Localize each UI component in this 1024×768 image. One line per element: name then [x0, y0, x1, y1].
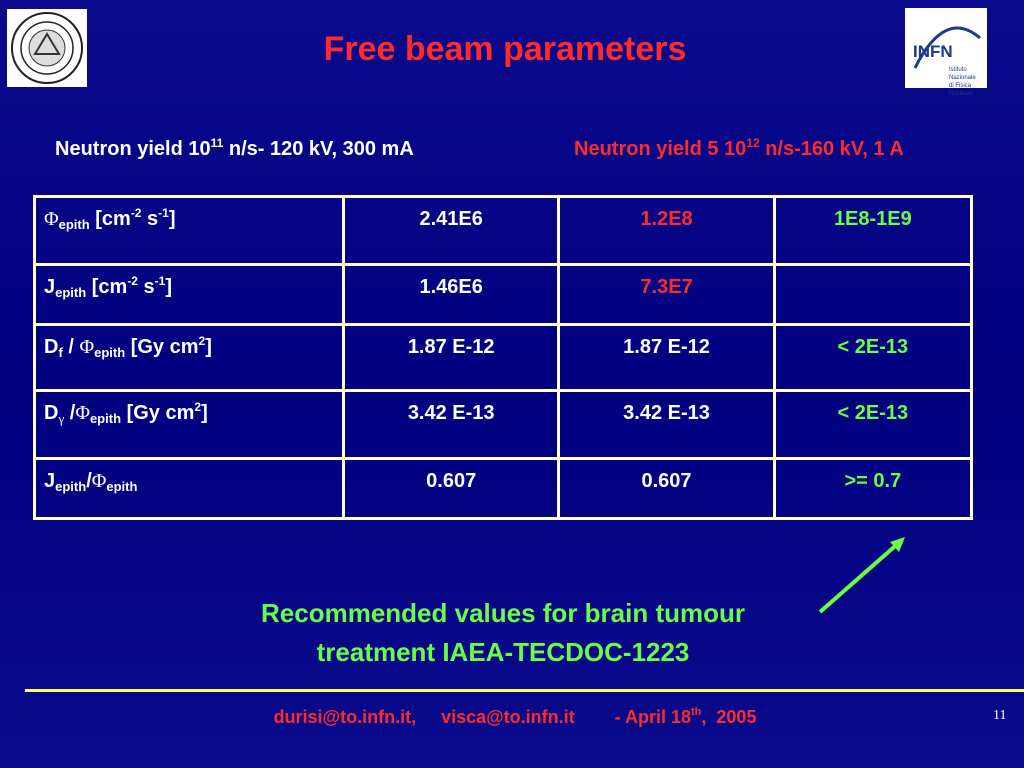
column-header: Neutron yield 1011 n/s- 120 kV, 300 mA — [55, 136, 414, 161]
text: Neutron yield 5 10 — [574, 138, 747, 160]
text: 2 — [198, 334, 206, 348]
exponent: 11 — [210, 136, 224, 150]
text: [cm — [89, 208, 131, 230]
row-label: Dγ /Φepith [Gy cm2] — [33, 389, 345, 460]
text: -2 — [127, 274, 138, 288]
text: f — [58, 345, 63, 360]
text: s — [141, 208, 159, 230]
university-seal — [7, 9, 87, 87]
logo-name: INFN — [913, 42, 953, 61]
cell: 7.3E7 — [557, 263, 776, 326]
row-label: Φepith [cm-2 s-1] — [33, 195, 345, 266]
text: durisi@to.infn.it, visca@to.infn.it - Ap… — [273, 707, 692, 727]
cell: >= 0.7 — [772, 457, 974, 520]
text: epith — [89, 411, 122, 426]
logo-arc — [913, 26, 981, 69]
text: J — [44, 276, 56, 298]
text: ] — [165, 276, 173, 298]
text: γ — [58, 411, 65, 426]
note-line: treatment IAEA-TECDOC-1223 — [316, 637, 690, 667]
text: Φ — [79, 336, 95, 358]
column-header: Neutron yield 5 1012 n/s-160 kV, 1 A — [574, 136, 904, 161]
logo-subtitle-line: Istituto Nazionale — [949, 67, 976, 81]
title: Free beam parameters — [323, 30, 687, 68]
logo-subtitle-line: di Fisica Nucleare — [949, 83, 974, 97]
row: Φepith [cm-2 s-1] 2.41E6 1.2E8 1E8-1E9 — [33, 195, 974, 266]
row: Jepith/Φepith 0.607 0.607 >= 0.7 — [33, 457, 974, 520]
text: / — [62, 336, 80, 358]
row-label: Df / Φepith [Gy cm2] — [33, 323, 345, 392]
text: Φ — [91, 470, 107, 492]
cell: 1.87 E-12 — [557, 323, 776, 392]
row: Dγ /Φepith [Gy cm2] 3.42 E-13 3.42 E-13 … — [33, 389, 974, 460]
text: epith — [55, 479, 87, 494]
text: -1 — [154, 274, 166, 288]
parameter-table: Φepith [cm-2 s-1] 2.41E6 1.2E8 1E8-1E9 J… — [33, 195, 974, 520]
text: s — [137, 276, 155, 298]
text: -2 — [130, 206, 142, 220]
text: Neutron yield 10 — [55, 138, 211, 160]
exponent: 12 — [746, 136, 760, 150]
cell: 0.607 — [557, 457, 776, 520]
cell: 1.46E6 — [341, 263, 561, 326]
text: ] — [168, 208, 176, 230]
text: th — [691, 706, 702, 718]
infn-logo: INFN Istituto Nazionale di Fisica Nuclea… — [905, 8, 987, 97]
note-line: Recommended values for brain tumour — [261, 598, 745, 628]
text: [cm — [86, 276, 128, 298]
text: ] — [205, 336, 212, 358]
text: D — [44, 402, 59, 424]
arrow — [818, 537, 905, 614]
text: epith — [106, 479, 138, 494]
text: epith — [94, 345, 126, 360]
text: D — [44, 336, 59, 358]
cell: 1.87 E-12 — [341, 323, 561, 392]
text: [Gy cm — [121, 402, 195, 424]
text: epith — [58, 217, 90, 232]
cell — [772, 263, 974, 326]
text: ] — [201, 402, 208, 424]
row: Df / Φepith [Gy cm2] 1.87 E-12 1.87 E-12… — [33, 323, 974, 392]
text: -1 — [158, 206, 169, 220]
text: / — [64, 402, 76, 424]
text: Φ — [75, 402, 90, 424]
text: Φ — [44, 208, 59, 230]
text: n/s-160 kV, 1 A — [759, 138, 904, 160]
cell: < 2E-13 — [772, 323, 974, 392]
cell: 2.41E6 — [341, 195, 561, 266]
text: J — [44, 470, 56, 492]
text: [Gy cm — [125, 336, 199, 358]
text: 2 — [194, 400, 202, 414]
text: n/s- 120 kV, 300 mA — [223, 138, 414, 160]
footer-rule — [25, 689, 1024, 692]
row: Jepith [cm-2 s-1] 1.46E6 7.3E7 — [33, 263, 974, 326]
cell: 1E8-1E9 — [772, 195, 974, 266]
recommendation-note: Recommended values for brain tumour trea… — [0, 594, 1006, 672]
cell: 1.2E8 — [557, 195, 776, 266]
footer-contact: durisi@to.infn.it, visca@to.infn.it - Ap… — [0, 707, 1024, 728]
text: / — [86, 470, 92, 492]
page-number: 11 — [993, 708, 1007, 723]
cell: 3.42 E-13 — [341, 389, 561, 460]
cell: < 2E-13 — [772, 389, 974, 460]
cell: 3.42 E-13 — [557, 389, 776, 460]
text: , 2005 — [701, 707, 757, 727]
cell: 0.607 — [341, 457, 561, 520]
text: epith — [55, 285, 87, 300]
logo-subtitle: Istituto Nazionale di Fisica Nucleare — [949, 66, 987, 98]
row-label: Jepith/Φepith — [33, 457, 345, 520]
row-label: Jepith [cm-2 s-1] — [33, 263, 345, 326]
